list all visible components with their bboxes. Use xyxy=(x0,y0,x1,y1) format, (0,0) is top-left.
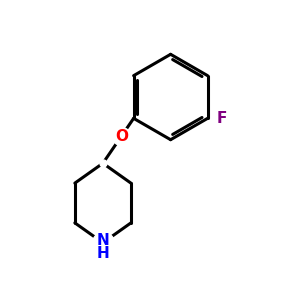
Text: H: H xyxy=(97,246,109,261)
Text: F: F xyxy=(216,111,227,126)
Text: O: O xyxy=(115,129,128,144)
Text: N: N xyxy=(97,233,109,248)
